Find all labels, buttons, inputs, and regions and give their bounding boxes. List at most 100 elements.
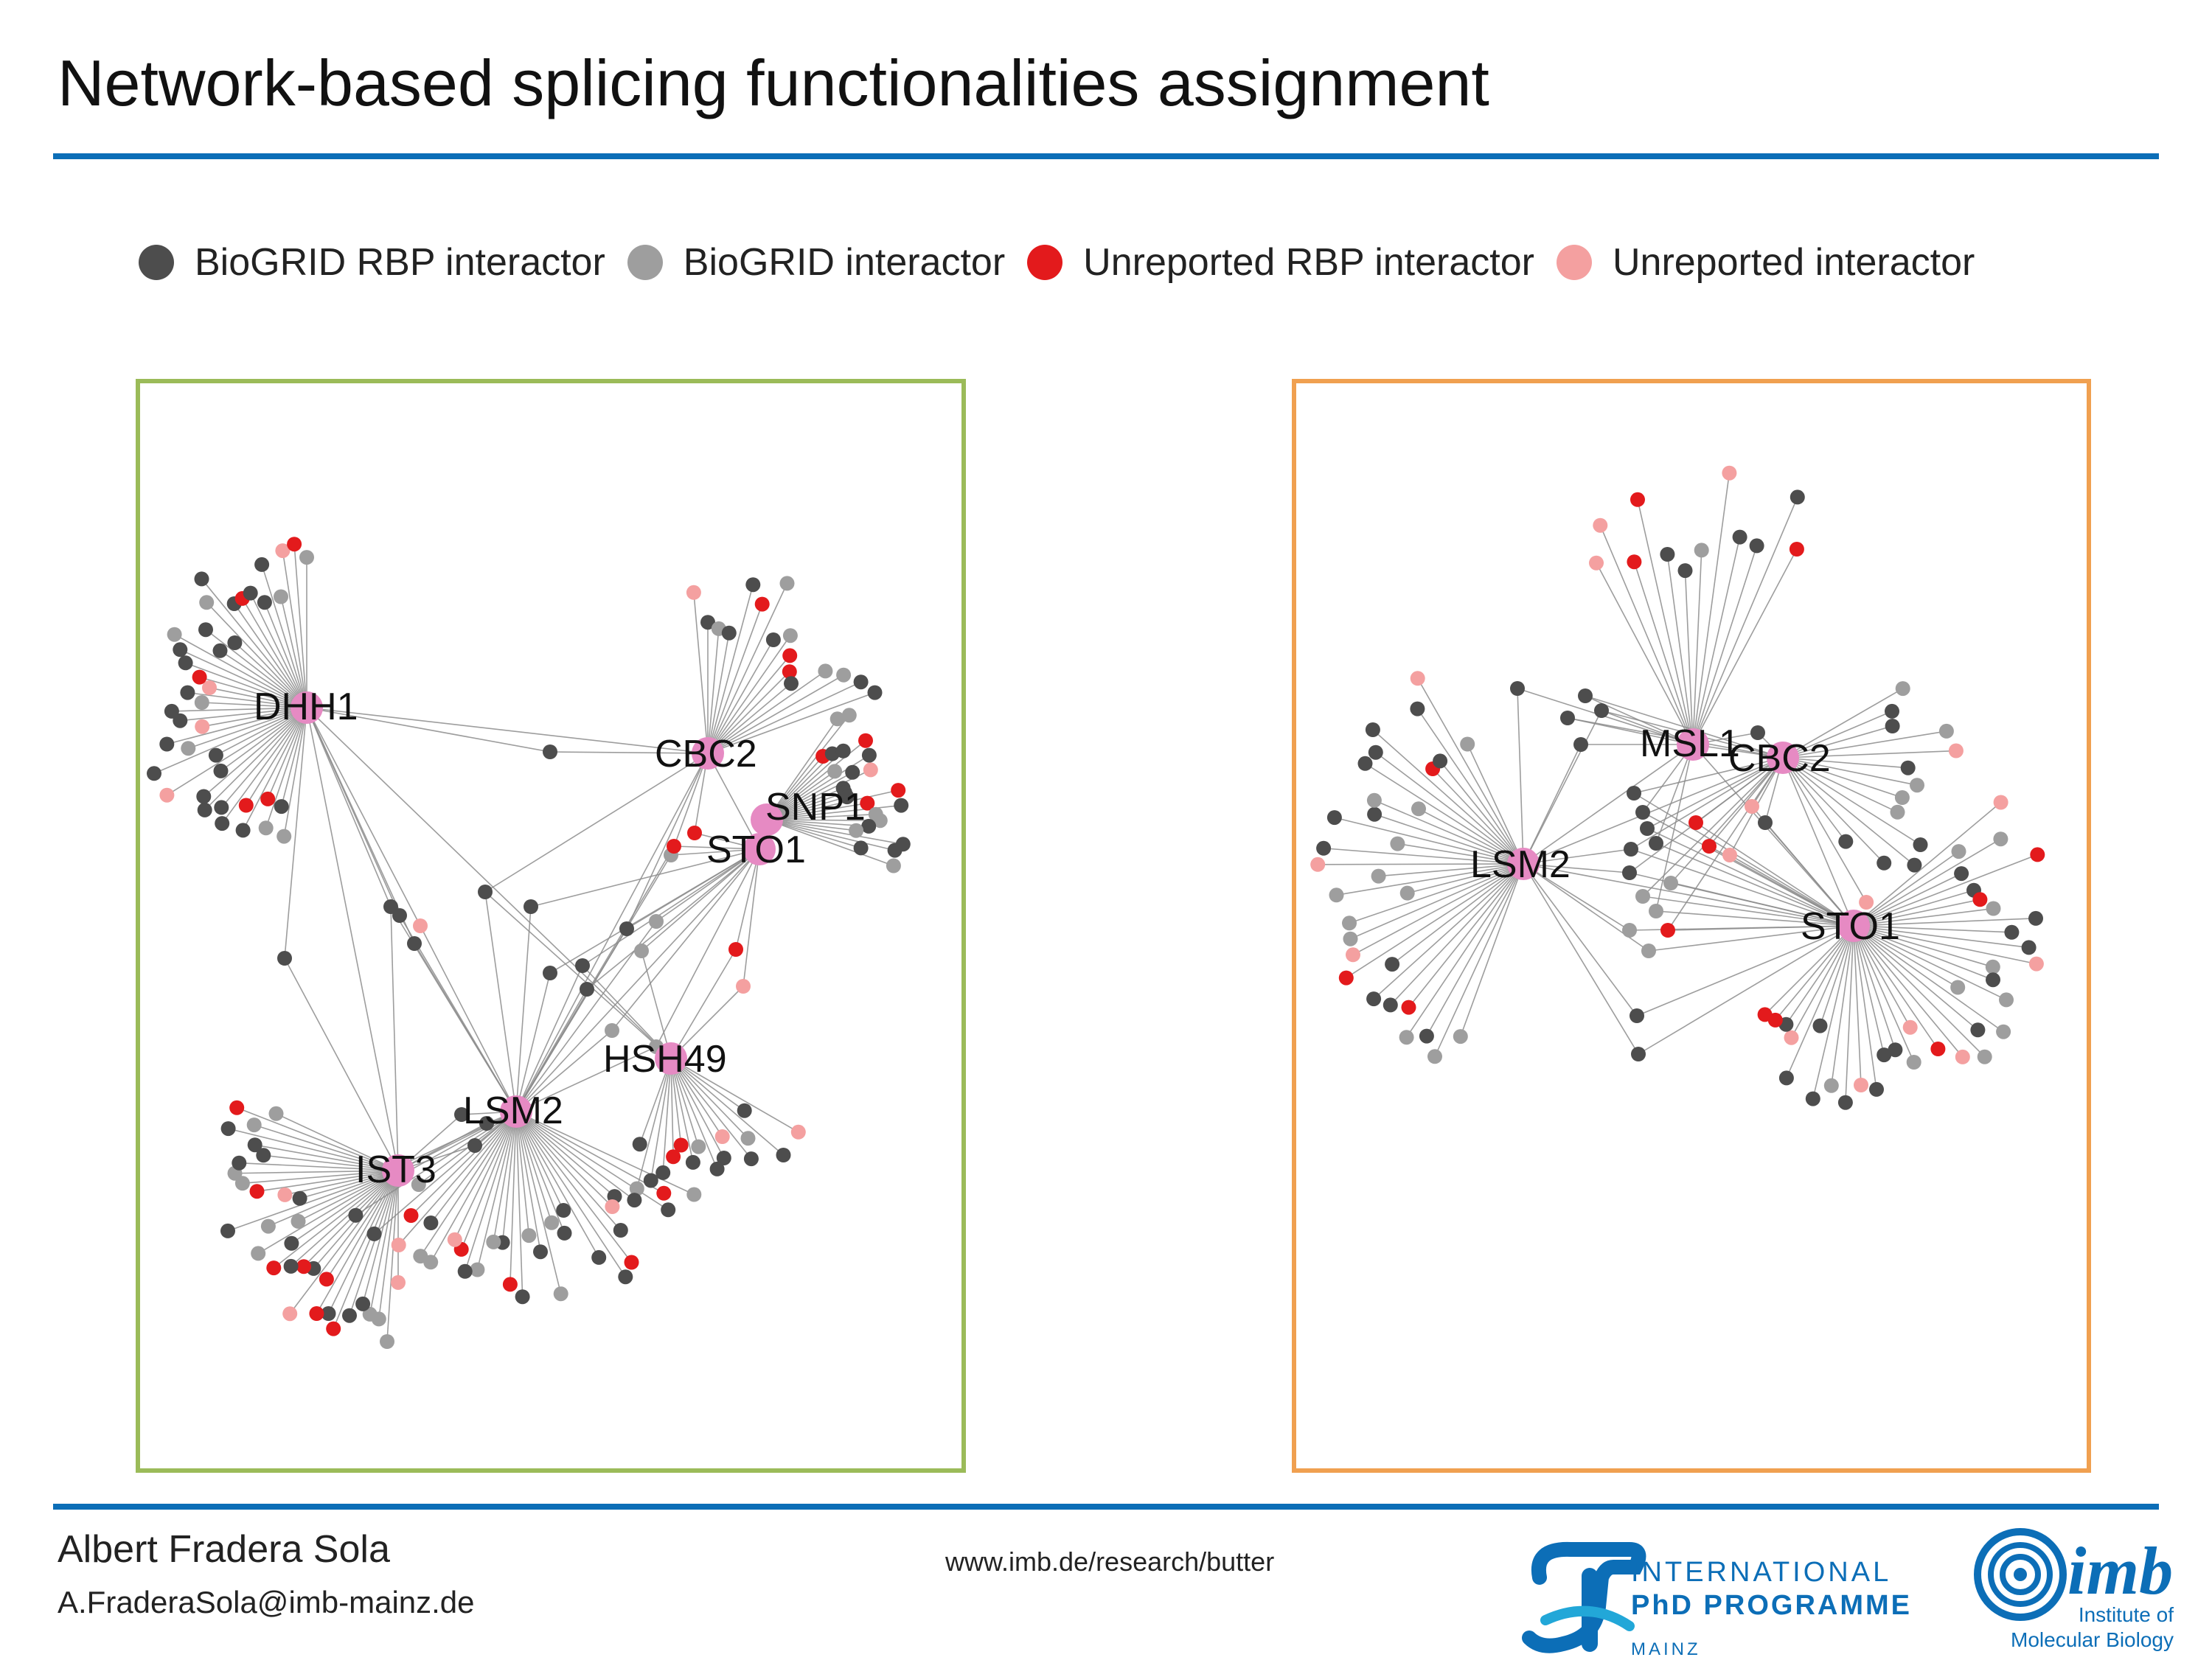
interactor-node bbox=[319, 1272, 334, 1287]
hub-label: SNP1 bbox=[765, 786, 866, 829]
network-edge bbox=[261, 564, 307, 708]
network-edge bbox=[1630, 757, 1784, 850]
interactor-node bbox=[1635, 805, 1650, 820]
interactor-node bbox=[1316, 840, 1332, 856]
interactor-node bbox=[872, 813, 888, 829]
network-edge bbox=[1646, 828, 1854, 927]
network-edge bbox=[1692, 548, 1798, 745]
imb-wordmark: imb bbox=[2067, 1533, 2173, 1608]
interactor-node bbox=[447, 1232, 462, 1247]
interactor-node bbox=[208, 747, 223, 763]
interactor-node bbox=[894, 798, 909, 813]
network-edge bbox=[1523, 744, 1582, 865]
network-edge bbox=[378, 1170, 399, 1319]
network-edge bbox=[246, 707, 307, 806]
interactor-node bbox=[1627, 786, 1641, 801]
interactor-node bbox=[1888, 1042, 1903, 1058]
interactor-node bbox=[533, 1244, 548, 1260]
network-edge bbox=[273, 1170, 399, 1269]
network-edge bbox=[1567, 717, 1784, 758]
interactor-node bbox=[1688, 815, 1703, 830]
interactor-node bbox=[342, 1308, 357, 1323]
network-edge bbox=[1334, 817, 1524, 865]
network-edge bbox=[414, 943, 517, 1112]
network-edge bbox=[180, 707, 307, 722]
interactor-node bbox=[413, 918, 428, 933]
interactor-node bbox=[685, 1154, 700, 1170]
interactor-node bbox=[1954, 866, 1969, 882]
network-edge bbox=[220, 707, 307, 772]
network-edge bbox=[670, 986, 744, 1059]
research-url[interactable]: www.imb.de/research/butter bbox=[945, 1546, 1275, 1577]
interactor-node bbox=[1385, 957, 1400, 972]
interactor-node bbox=[1977, 1049, 1992, 1064]
network-edge bbox=[707, 670, 826, 754]
interactor-node bbox=[181, 741, 196, 756]
network-edge bbox=[1375, 752, 1524, 865]
edge-layer bbox=[1318, 472, 2038, 1103]
interactor-node bbox=[355, 1296, 371, 1311]
interactor-node bbox=[413, 1249, 428, 1264]
network-edge bbox=[203, 707, 307, 798]
interactor-node bbox=[407, 936, 422, 951]
network-edge bbox=[1684, 571, 1694, 745]
interactor-node bbox=[818, 663, 833, 679]
network-edge bbox=[1853, 873, 1962, 927]
author-email[interactable]: A.FraderaSola@imb-mainz.de bbox=[58, 1585, 475, 1619]
network-edge bbox=[1853, 925, 1915, 1063]
interactor-node bbox=[411, 1177, 426, 1192]
network-edge bbox=[1845, 925, 1854, 1103]
interactor-node bbox=[1906, 1055, 1921, 1070]
network-edge bbox=[267, 707, 307, 800]
network-edge bbox=[1638, 925, 1854, 1055]
interactor-node bbox=[309, 1306, 324, 1321]
interactor-node bbox=[1419, 1028, 1434, 1044]
interactor-node bbox=[687, 826, 702, 840]
node-layer bbox=[1310, 465, 2045, 1110]
interactor-node bbox=[1993, 795, 2008, 810]
interactor-node bbox=[524, 899, 538, 914]
network-edge bbox=[242, 1170, 399, 1185]
interactor-node bbox=[754, 596, 770, 612]
left-network-panel: DHH1 CBC2 SNP1 STO1 HSH49 LSM2 IST3 bbox=[136, 379, 966, 1473]
imb-institute-name: Institute of Molecular Biology bbox=[1982, 1603, 2174, 1653]
network-edge bbox=[179, 649, 307, 708]
hub-node bbox=[751, 803, 783, 836]
network-edge bbox=[1667, 757, 1784, 931]
interactor-node bbox=[454, 1107, 469, 1122]
interactor-node bbox=[1510, 681, 1525, 696]
network-edge bbox=[220, 650, 307, 708]
interactor-node bbox=[1390, 836, 1405, 851]
network-edge bbox=[1785, 925, 1854, 1025]
network-edge bbox=[283, 707, 307, 837]
network-edge bbox=[766, 772, 853, 820]
interactor-node bbox=[1950, 980, 1966, 995]
ipp-line-international: INTERNATIONAL bbox=[1631, 1557, 1892, 1588]
interactor-node bbox=[1972, 892, 1988, 907]
interactor-node bbox=[1630, 1008, 1644, 1023]
network-edge bbox=[263, 1154, 399, 1171]
network-edge bbox=[1642, 896, 1854, 927]
interactor-node bbox=[196, 789, 212, 804]
network-edge bbox=[707, 671, 790, 754]
interactor-node bbox=[619, 921, 634, 936]
interactor-node bbox=[861, 818, 877, 834]
network-edge bbox=[268, 1170, 399, 1227]
interactor-node bbox=[1573, 737, 1588, 752]
network-edge bbox=[1830, 925, 1854, 1086]
network-edge bbox=[171, 707, 307, 712]
network-edge bbox=[707, 628, 720, 754]
author-name: Albert Fradera Sola bbox=[58, 1528, 390, 1571]
network-edge bbox=[1853, 890, 1975, 927]
interactor-node bbox=[1640, 821, 1655, 836]
network-edge bbox=[306, 707, 399, 1171]
network-edge bbox=[1667, 925, 1854, 931]
network-edge bbox=[1630, 848, 1854, 927]
network-edge bbox=[1692, 545, 1758, 745]
network-edge bbox=[166, 707, 307, 796]
network-edge bbox=[1695, 757, 1784, 823]
interactor-node bbox=[391, 1274, 406, 1290]
network-edge bbox=[1648, 925, 1854, 952]
interactor-node bbox=[736, 979, 751, 994]
